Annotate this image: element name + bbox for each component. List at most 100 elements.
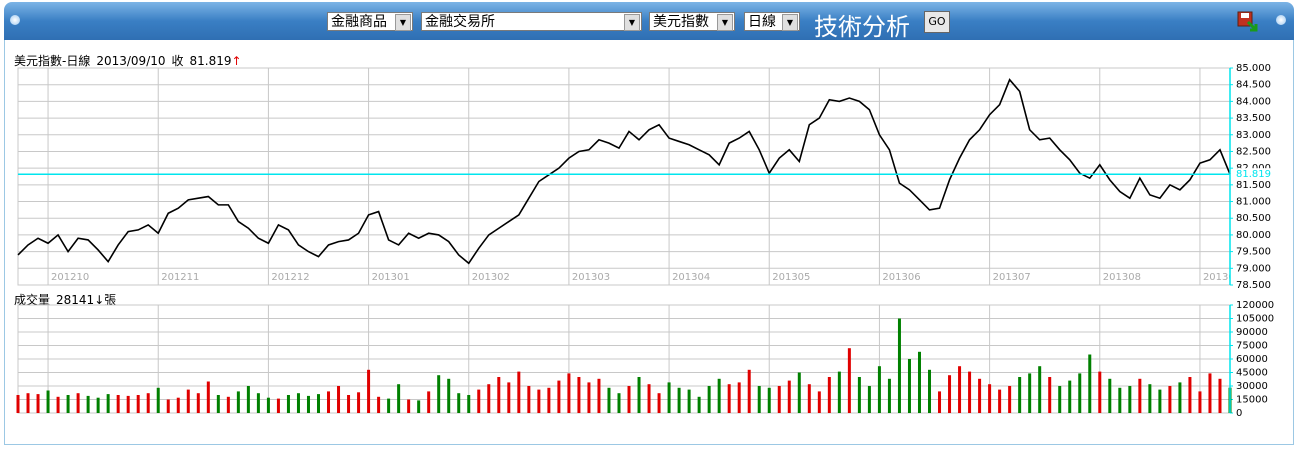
period-select[interactable]: 日線 ▼ [744,12,800,31]
volume-bar [1008,386,1012,413]
dropdown-arrow: ▼ [717,14,733,31]
dropdown-arrow: ▼ [395,14,411,31]
volume-bar [667,382,671,413]
volume-bar [867,386,871,413]
ornament [10,15,20,25]
volume-bar [166,399,170,413]
volume-bar [467,395,471,413]
y-tick-label: 81.500 [1236,180,1271,191]
volume-bar [707,386,711,413]
y-tick-label: 60000 [1236,354,1268,365]
volume-bar [727,384,731,413]
volume-bar [266,397,270,413]
x-tick-label: 201307 [993,272,1031,283]
volume-bar [447,378,451,413]
volume-bar [316,394,320,413]
y-tick-label: 79.000 [1236,263,1271,274]
y-tick-label: 83.000 [1236,130,1271,141]
y-tick-label: 82.500 [1236,146,1271,157]
volume-bar [36,394,40,413]
volume-bar [186,389,190,413]
volume-bar [367,369,371,413]
volume-bar [907,359,911,413]
date: 2013/09/10 [96,54,166,68]
volume-bar [968,371,972,413]
volume-bar [1158,389,1162,413]
product-select[interactable]: 金融商品 ▼ [327,12,413,31]
volume-bar [206,381,210,413]
volume-bar [587,382,591,413]
volume-bar [547,387,551,413]
volume-bar [397,384,401,413]
label-bg [1233,168,1279,181]
volume-bar [807,384,811,413]
dropdown-arrow: ▼ [624,14,640,31]
exchange-select[interactable]: 金融交易所 ▼ [421,12,642,31]
ornament [1276,15,1286,25]
volume-bar [347,395,351,413]
volume-bar [747,369,751,413]
volume-bar [246,386,250,413]
volume-bar [256,393,260,413]
volume-bar [958,366,962,413]
price-line [17,78,1231,265]
go-button[interactable]: GO [924,11,950,33]
volume-bar [978,378,982,413]
volume-bar [1098,371,1102,413]
volume-bar [76,393,80,413]
volume-bar [427,391,431,413]
volume-bar [136,395,140,413]
symbol-select[interactable]: 美元指數 ▼ [649,12,735,31]
volume-bar [176,397,180,413]
chart-title: 成交量 [14,293,51,307]
volume-bar [557,380,561,413]
select-text: 金融商品 [331,14,387,30]
volume-bar [577,377,581,413]
volume-bar [687,389,691,413]
volume-bar [657,393,661,413]
volume-bar [16,395,20,413]
y-tick-label: 15000 [1236,395,1268,406]
y-tick-label: 85.000 [1236,63,1271,74]
y-tick-label: 80.000 [1236,230,1271,241]
volume-bar [1018,377,1022,413]
x-tick-label: 201309 [1203,272,1241,283]
price-header: 美元指數-日線 2013/09/10 收 81.819↑ [14,52,248,69]
volume-bar [837,371,841,413]
volume-bar [66,395,70,413]
volume-bar [236,391,240,413]
volume-bar [797,372,801,413]
x-tick-label: 201211 [161,272,199,283]
x-tick-label: 201303 [572,272,610,283]
volume-bar [1198,391,1202,413]
volume-bar [948,375,952,413]
last-volume: 28141 [56,293,95,307]
volume-bar [988,384,992,413]
volume-bar [56,396,60,413]
volume-bar [847,348,851,413]
y-tick-label: 78.500 [1236,280,1271,291]
arrow: ↑ [231,54,242,68]
volume-bar [717,378,721,413]
volume-bar [567,373,571,413]
volume-bar [737,382,741,413]
volume-bar [226,396,230,413]
export-icon[interactable] [1236,10,1260,32]
volume-bar [1108,378,1112,413]
volume-bar [817,391,821,413]
volume-bar [617,393,621,413]
x-tick-label: 201304 [672,272,710,283]
volume-bar [497,377,501,413]
volume-bar [1148,384,1152,413]
volume-bar [387,398,391,413]
volume-bar [1128,386,1132,413]
volume-bar [26,393,30,413]
volume-bar [196,393,200,413]
volume-bar [917,351,921,413]
y-tick-label: 45000 [1236,368,1268,379]
x-tick-label: 201302 [472,272,510,283]
volume-bar [276,398,280,413]
volume-bar [296,393,300,413]
